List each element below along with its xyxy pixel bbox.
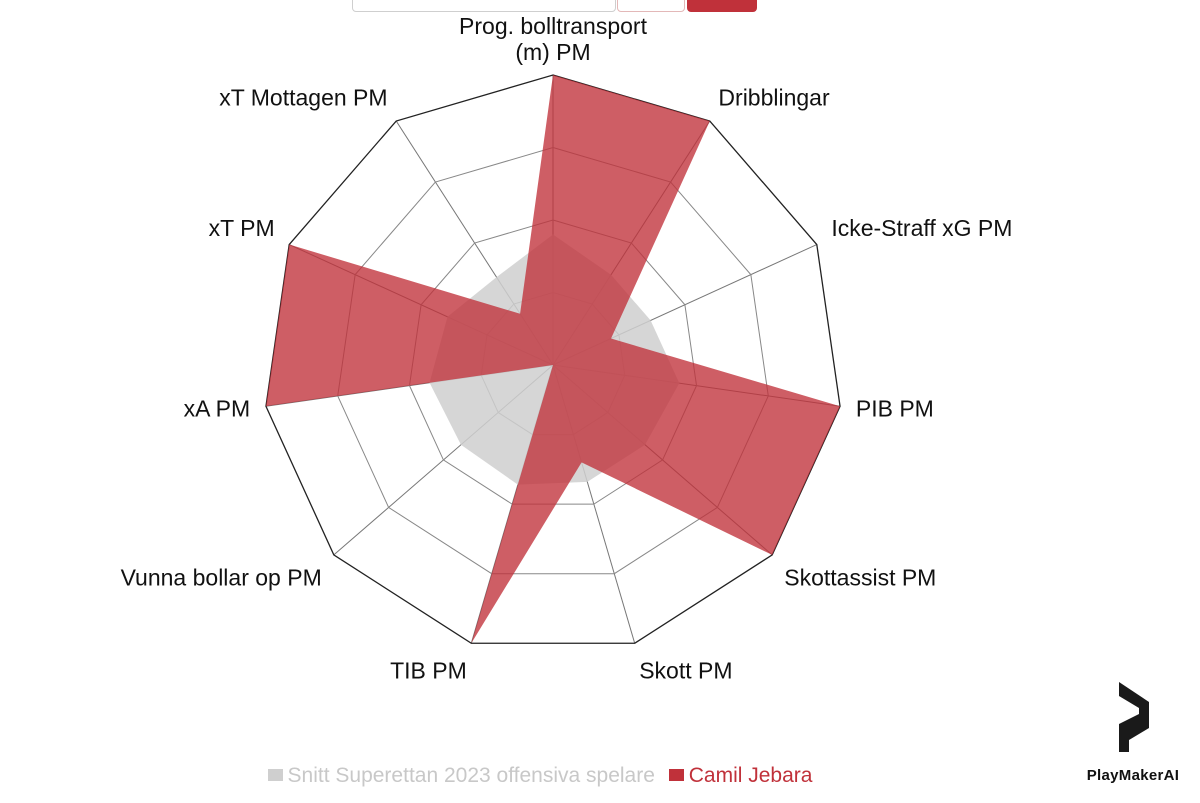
axis-label-4-line-0: Skottassist PM <box>784 564 936 590</box>
axis-label-1-line-0: Dribblingar <box>718 85 830 111</box>
grid-ring-4 <box>265 74 841 644</box>
brand-name: PlayMakerAI <box>1086 767 1180 784</box>
axis-label-2-line-0: Icke-Straff xG PM <box>831 215 1012 241</box>
legend-item-average[interactable]: Snitt Superettan 2023 offensiva spelare <box>267 764 655 788</box>
axis-label-2: Icke-Straff xG PM <box>831 215 1012 241</box>
axis-label-3-line-0: PIB PM <box>856 396 934 422</box>
playmaker-logo-icon <box>1119 682 1149 752</box>
primary-button[interactable] <box>687 0 757 12</box>
axis-label-7-line-0: Vunna bollar op PM <box>121 564 322 590</box>
radar-series <box>265 75 841 644</box>
axis-label-9-line-0: xT PM <box>209 215 275 241</box>
axis-label-8-line-0: xA PM <box>184 396 250 422</box>
secondary-button[interactable] <box>617 0 685 12</box>
axis-label-4: Skottassist PM <box>784 564 936 590</box>
axis-label-9: xT PM <box>209 215 275 241</box>
filter-input[interactable] <box>352 0 616 12</box>
axis-label-8: xA PM <box>184 396 250 422</box>
axis-label-0-line-0: Prog. bolltransport <box>459 13 648 39</box>
legend-item-player[interactable]: Camil Jebara <box>668 764 813 788</box>
legend-swatch-average <box>267 769 283 781</box>
top-controls <box>0 0 1200 12</box>
axis-label-7: Vunna bollar op PM <box>121 564 322 590</box>
legend-label-average: Snitt Superettan 2023 offensiva spelare <box>287 764 655 787</box>
axis-label-10: xT Mottagen PM <box>219 85 387 111</box>
legend-label-player: Camil Jebara <box>688 764 813 787</box>
axis-label-10-line-0: xT Mottagen PM <box>219 85 387 111</box>
grid-ring-3 <box>337 146 769 575</box>
radar-chart: Prog. bolltransport (m) PM Dribblingar Icke… <box>121 13 1013 684</box>
axis-label-3: PIB PM <box>856 396 934 422</box>
axis-labels: Prog. bolltransport (m) PM Dribblingar Icke… <box>121 13 1013 684</box>
axis-label-6-line-0: TIB PM <box>390 658 467 684</box>
axis-label-0-line-1: (m) PM <box>515 39 590 65</box>
axis-label-5-line-0: Skott PM <box>639 658 732 684</box>
axis-label-5: Skott PM <box>639 658 732 684</box>
axis-label-0: Prog. bolltransport (m) PM <box>459 13 648 65</box>
legend-swatch-player <box>668 769 684 781</box>
series-player-area <box>265 75 841 644</box>
legend: Snitt Superettan 2023 offensiva spelare … <box>0 764 1080 788</box>
brand: PlayMakerAI <box>1078 680 1188 784</box>
axis-label-1: Dribblingar <box>718 85 830 111</box>
axis-label-6: TIB PM <box>390 658 467 684</box>
